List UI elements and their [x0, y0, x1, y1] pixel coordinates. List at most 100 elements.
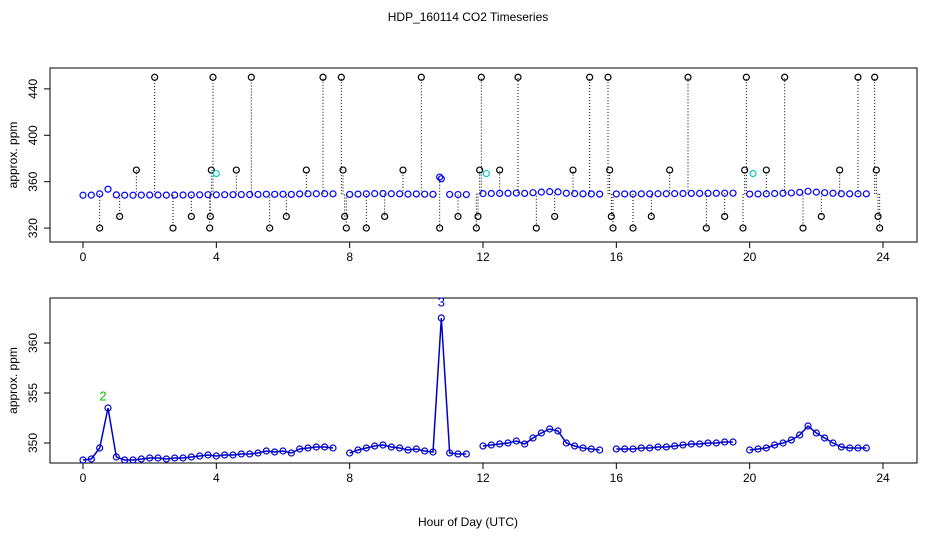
data-point	[209, 73, 217, 81]
data-point	[482, 169, 490, 178]
data-point	[854, 73, 862, 81]
data-point	[702, 224, 710, 232]
data-point	[571, 190, 579, 198]
data-point	[781, 73, 789, 81]
data-point	[504, 189, 512, 197]
data-point	[721, 438, 729, 446]
data-point	[712, 189, 720, 197]
data-point	[237, 190, 245, 199]
data-point	[412, 445, 420, 453]
data-point	[876, 224, 884, 232]
data-point	[187, 453, 195, 461]
data-point	[712, 439, 720, 447]
data-point	[779, 189, 787, 197]
data-point	[587, 445, 595, 453]
data-point	[521, 440, 529, 448]
data-point	[604, 73, 612, 81]
data-point	[282, 212, 290, 221]
data-point	[79, 191, 87, 199]
data-point	[429, 190, 437, 198]
data-point	[207, 166, 215, 174]
data-point	[116, 212, 124, 221]
data-point	[571, 442, 579, 450]
data-point	[514, 73, 522, 81]
data-point	[254, 190, 262, 199]
data-point	[862, 444, 870, 452]
data-point	[537, 188, 545, 196]
data-point	[204, 451, 212, 459]
data-point	[121, 191, 129, 199]
data-point	[206, 224, 214, 232]
data-point	[212, 169, 220, 178]
data-point	[137, 191, 145, 199]
data-point	[446, 190, 454, 199]
series-line	[82, 317, 867, 461]
data-point	[162, 455, 170, 463]
y-tick-label: 320	[26, 218, 40, 238]
data-point	[487, 189, 495, 198]
data-point	[629, 445, 637, 453]
data-point	[529, 189, 537, 197]
data-point	[749, 169, 757, 178]
y-tick-label: 355	[26, 383, 40, 403]
data-point	[586, 73, 594, 81]
x-tick-label: 4	[213, 471, 220, 485]
data-point	[171, 191, 179, 199]
data-point	[609, 224, 617, 232]
data-point	[739, 224, 747, 232]
data-point	[221, 191, 229, 199]
data-point	[704, 189, 712, 197]
data-point	[596, 446, 604, 454]
data-point	[112, 453, 120, 461]
data-point	[804, 422, 812, 430]
data-point	[212, 452, 220, 460]
data-point	[187, 212, 195, 221]
data-point	[342, 224, 350, 232]
data-point	[796, 431, 804, 439]
data-point	[304, 444, 312, 452]
x-tick-label: 12	[476, 250, 490, 264]
y-tick-label: 360	[26, 171, 40, 191]
data-point	[329, 190, 337, 198]
data-point	[837, 190, 845, 198]
data-point	[137, 455, 145, 463]
data-point	[621, 190, 629, 198]
data-point	[529, 434, 537, 442]
data-point	[254, 449, 262, 457]
data-point	[206, 212, 214, 221]
data-point	[371, 442, 379, 450]
data-point	[421, 190, 429, 198]
data-point	[346, 449, 354, 457]
data-point	[654, 190, 662, 198]
y-tick-label: 440	[26, 79, 40, 99]
data-point	[687, 440, 695, 448]
y-tick-label: 400	[26, 125, 40, 145]
data-point	[812, 429, 820, 437]
data-point	[721, 212, 729, 221]
data-point	[621, 445, 629, 453]
data-point	[812, 188, 820, 196]
data-point	[296, 190, 304, 198]
data-point	[232, 166, 240, 174]
data-point	[362, 224, 370, 232]
data-point	[551, 212, 559, 221]
data-point	[196, 191, 204, 199]
data-point	[371, 190, 379, 198]
data-point	[362, 444, 370, 452]
data-point	[337, 73, 345, 81]
data-point	[637, 190, 645, 198]
data-point	[287, 190, 295, 199]
data-point	[687, 189, 695, 197]
x-tick-label: 8	[346, 471, 353, 485]
data-point	[437, 314, 445, 322]
data-point	[829, 439, 837, 447]
data-point	[746, 190, 754, 198]
x-tick-label: 20	[743, 471, 757, 485]
data-point	[339, 166, 347, 174]
data-point	[637, 444, 645, 452]
data-point	[742, 73, 750, 81]
data-point	[546, 188, 554, 196]
data-point	[262, 447, 270, 455]
data-point	[654, 443, 662, 451]
data-point	[304, 190, 312, 198]
